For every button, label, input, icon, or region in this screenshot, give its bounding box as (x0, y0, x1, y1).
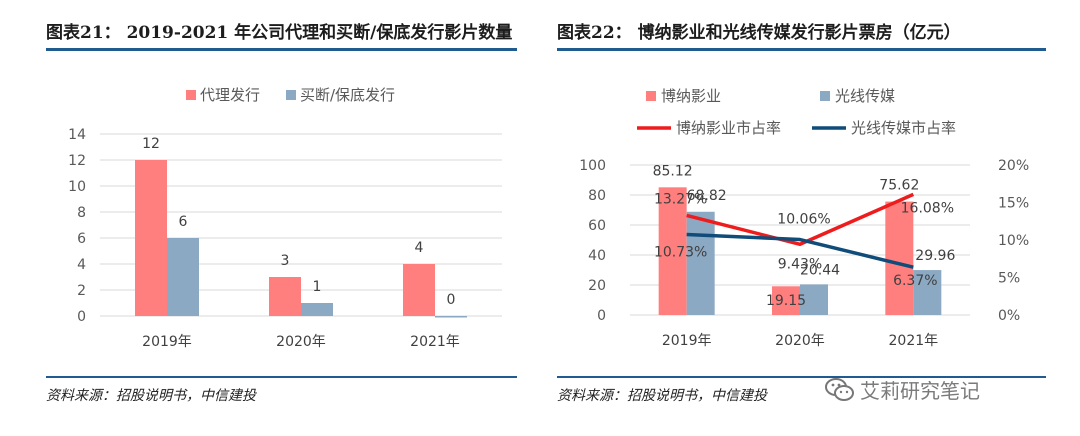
bar-agency (135, 160, 167, 316)
data-label: 13.27% (654, 191, 707, 207)
y-tick-label: 0 (597, 308, 606, 324)
data-label: 12 (142, 136, 160, 152)
y-tick-label: 10 (68, 179, 86, 195)
line-guangxian-share (686, 232, 914, 269)
data-label: 6.37% (893, 273, 937, 289)
x-tick-label: 2021年 (410, 334, 460, 350)
data-label: 10.06% (777, 212, 830, 228)
chart-22-source: 资料来源：招股说明书，中信建投 (557, 388, 767, 404)
bar-bona (772, 286, 800, 315)
y-tick-label: 12 (68, 153, 86, 169)
data-label: 3 (281, 253, 290, 269)
legend-swatch (646, 91, 656, 101)
data-label: 9.43% (778, 256, 822, 272)
y-tick-label: 6 (77, 231, 86, 247)
bar-bona (658, 187, 687, 315)
legend-label: 光线传媒 (835, 87, 895, 105)
chart-22-title: 图表22： 博纳影业和光线传媒发行影片票房（亿元） (557, 23, 961, 43)
legend-label: 光线传媒市占率 (851, 119, 956, 137)
data-label: 75.62 (879, 178, 919, 194)
bar-buyout (301, 303, 333, 316)
y-tick-label: 14 (68, 127, 86, 143)
line-bona-share (686, 192, 915, 247)
data-label: 6 (179, 214, 188, 230)
source-rule-left (46, 376, 517, 378)
legend-label: 代理发行 (200, 86, 260, 104)
data-label: 68.82 (687, 188, 727, 204)
x-tick-label: 2020年 (775, 333, 825, 349)
data-label: 4 (415, 240, 424, 256)
legend-swatch (286, 90, 296, 100)
data-label: 1 (313, 279, 322, 295)
y-tick-label: 60 (588, 218, 606, 234)
x-tick-label: 2020年 (276, 334, 326, 350)
bar-buyout (435, 316, 467, 318)
legend-swatch (820, 91, 830, 101)
legend-label: 博纳影业市占率 (676, 119, 781, 137)
x-tick-label: 2021年 (889, 333, 939, 349)
bar-guangxian (800, 284, 828, 315)
y-tick-label: 8 (77, 205, 86, 221)
y2-tick-label: 5% (998, 271, 1020, 287)
data-label: 0 (447, 292, 456, 308)
data-label: 85.12 (653, 163, 693, 179)
y-tick-label: 4 (77, 257, 86, 273)
bar-buyout (167, 238, 199, 316)
x-tick-label: 2019年 (142, 334, 192, 350)
y-tick-label: 100 (579, 158, 606, 174)
bar-agency (269, 277, 301, 316)
y2-tick-label: 10% (998, 233, 1029, 249)
x-tick-label: 2019年 (662, 333, 712, 349)
y-tick-label: 80 (588, 188, 606, 204)
y-tick-label: 0 (77, 309, 86, 325)
y-tick-label: 2 (77, 283, 86, 299)
bar-guangxian (686, 211, 715, 315)
title-rule-left (46, 48, 517, 51)
bar-agency (403, 264, 435, 316)
legend-label: 博纳影业 (661, 87, 721, 105)
chart-21-source: 资料来源：招股说明书，中信建投 (46, 388, 256, 404)
source-rule-right (557, 376, 1046, 378)
y2-tick-label: 0% (998, 308, 1020, 324)
data-label: 10.73% (654, 245, 707, 261)
title-rule-right (557, 48, 1046, 51)
watermark-text: 艾莉研究笔记 (860, 379, 980, 403)
bar-guangxian (913, 270, 942, 315)
legend-swatch (186, 90, 196, 100)
legend-label: 买断/保底发行 (300, 86, 395, 104)
y-tick-label: 20 (588, 278, 606, 294)
chart-21-title: 图表21： 2019-2021 年公司代理和买断/保底发行影片数量 (46, 23, 513, 43)
data-label: 16.08% (901, 200, 954, 216)
y2-tick-label: 20% (998, 158, 1029, 174)
data-label: 20.44 (800, 262, 840, 278)
bar-bona (885, 201, 914, 315)
data-label: 19.15 (766, 293, 806, 309)
data-label: 29.96 (915, 248, 955, 264)
wechat-icon (825, 378, 854, 401)
y-tick-label: 40 (588, 248, 606, 264)
y2-tick-label: 15% (998, 196, 1029, 212)
